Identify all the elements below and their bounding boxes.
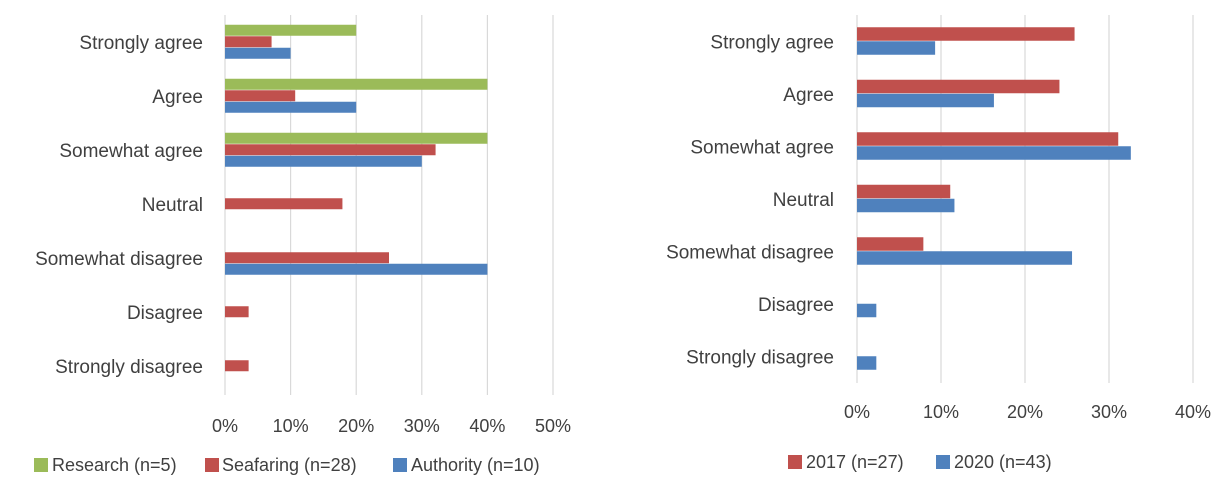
category-label-agree: Agree	[783, 85, 834, 106]
category-label-somewhat-agree: Somewhat agree	[690, 137, 834, 158]
category-label-strongly-disagree: Strongly disagree	[55, 357, 203, 378]
bar-2017-n-27-neutral	[857, 184, 951, 199]
legend-label-2017-n-27: 2017 (n=27)	[806, 452, 904, 472]
x-tick-label: 40%	[469, 416, 505, 436]
category-label-strongly-agree: Strongly agree	[710, 32, 834, 53]
bar-2017-n-27-strongly-agree	[857, 27, 1075, 41]
category-label-disagree: Disagree	[127, 303, 203, 324]
legend-label-authority-n-10: Authority (n=10)	[411, 455, 540, 475]
x-tick-label: 20%	[338, 416, 374, 436]
category-label-strongly-disagree: Strongly disagree	[686, 347, 834, 368]
x-tick-label: 40%	[1175, 402, 1211, 422]
category-label-somewhat-disagree: Somewhat disagree	[35, 249, 203, 270]
x-tick-label: 0%	[844, 402, 870, 422]
bar-authority-n-10-strongly-agree	[225, 47, 291, 59]
legend-label-research-n-5: Research (n=5)	[52, 455, 177, 475]
x-tick-label: 10%	[923, 402, 959, 422]
legend-label-seafaring-n-28: Seafaring (n=28)	[222, 455, 357, 475]
category-label-neutral: Neutral	[773, 190, 834, 211]
x-tick-label: 10%	[273, 416, 309, 436]
bar-2020-n-43-disagree	[857, 303, 877, 318]
x-tick-label: 30%	[404, 416, 440, 436]
legend-swatch-2017-n-27	[788, 455, 802, 469]
bar-research-n-5-agree	[225, 78, 488, 90]
category-label-strongly-agree: Strongly agree	[79, 33, 203, 54]
category-label-somewhat-agree: Somewhat agree	[59, 141, 203, 162]
x-tick-label: 20%	[1007, 402, 1043, 422]
x-tick-label: 30%	[1091, 402, 1127, 422]
bar-2020-n-43-strongly-disagree	[857, 356, 877, 370]
bar-seafaring-n-28-somewhat-disagree	[225, 252, 389, 264]
bar-research-n-5-somewhat-agree	[225, 132, 488, 144]
category-label-neutral: Neutral	[142, 195, 203, 216]
bar-authority-n-10-somewhat-agree	[225, 155, 422, 167]
bar-2017-n-27-agree	[857, 79, 1060, 94]
legend-swatch-authority-n-10	[393, 458, 407, 472]
legend-swatch-seafaring-n-28	[205, 458, 219, 472]
bar-2020-n-43-neutral	[857, 198, 955, 213]
bar-2020-n-43-somewhat-disagree	[857, 251, 1073, 265]
bar-seafaring-n-28-neutral	[225, 198, 343, 210]
chart-right: 0% 10% 20% 30% 40% Strongly agree Agree Somewha…	[666, 15, 1211, 472]
x-tick-label: 0%	[212, 416, 238, 436]
bar-2017-n-27-somewhat-disagree	[857, 237, 924, 251]
x-tick-label: 50%	[535, 416, 571, 436]
bar-2020-n-43-strongly-agree	[857, 41, 936, 55]
legend-swatch-research-n-5	[34, 458, 48, 472]
bar-authority-n-10-somewhat-disagree	[225, 263, 488, 275]
bar-seafaring-n-28-strongly-disagree	[225, 360, 249, 372]
chart-left: 0% 10% 20% 30% 40% 50% Strongly agree Agree Some…	[34, 15, 571, 475]
bar-research-n-5-strongly-agree	[225, 24, 357, 36]
bar-seafaring-n-28-agree	[225, 90, 296, 102]
category-label-agree: Agree	[152, 87, 203, 108]
bar-seafaring-n-28-strongly-agree	[225, 36, 272, 48]
category-label-somewhat-disagree: Somewhat disagree	[666, 242, 834, 263]
bar-seafaring-n-28-disagree	[225, 306, 249, 318]
legend-label-2020-n-43: 2020 (n=43)	[954, 452, 1052, 472]
bar-2020-n-43-somewhat-agree	[857, 146, 1131, 160]
bar-authority-n-10-agree	[225, 101, 357, 113]
bar-2017-n-27-somewhat-agree	[857, 132, 1119, 146]
category-label-disagree: Disagree	[758, 295, 834, 316]
legend-swatch-2020-n-43	[936, 455, 950, 469]
bar-seafaring-n-28-somewhat-agree	[225, 144, 436, 156]
bar-2020-n-43-agree	[857, 93, 994, 108]
